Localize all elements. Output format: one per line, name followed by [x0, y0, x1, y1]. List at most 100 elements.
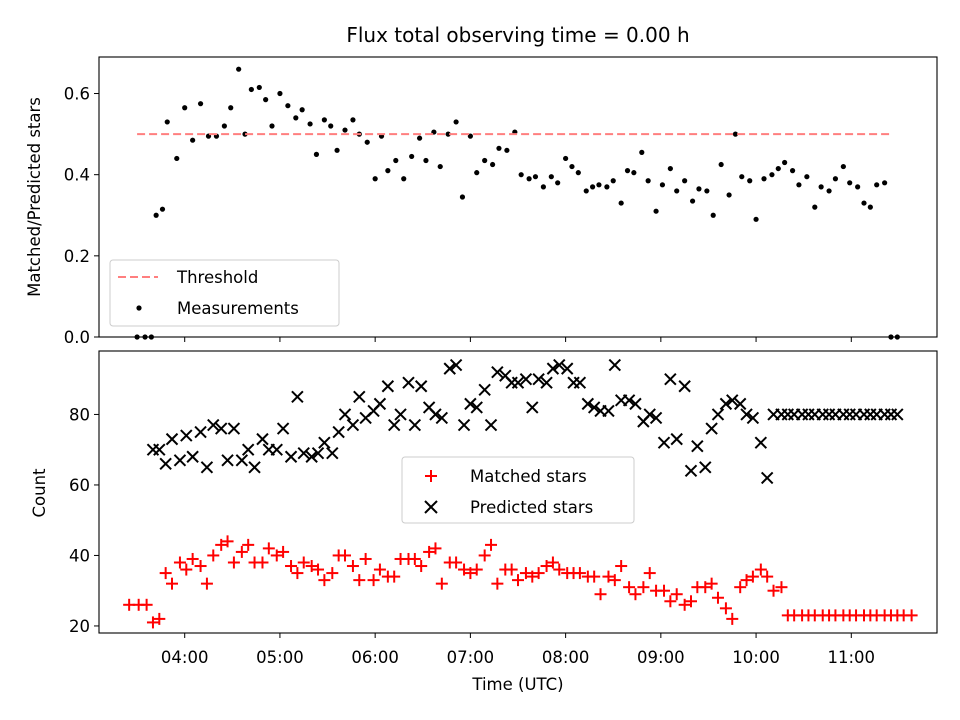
matched-point — [408, 552, 421, 565]
measurement-point — [812, 204, 818, 210]
predicted-point — [691, 439, 704, 453]
predicted-point — [649, 411, 663, 425]
matched-point — [464, 567, 477, 580]
matched-point — [458, 563, 471, 576]
predicted-point — [891, 408, 904, 421]
matched-point — [705, 577, 718, 590]
measurement-point — [804, 174, 810, 180]
ratio-y-ticks: 0.0 0.2 0.4 0.6 — [64, 85, 99, 347]
matched-point — [505, 563, 518, 576]
measurement-point — [285, 103, 291, 109]
matched-point — [608, 574, 621, 587]
ratio-y-tick-label: 0.4 — [64, 166, 90, 185]
predicted-point — [699, 461, 712, 474]
matched-point — [159, 567, 172, 580]
x-tick-label: 05:00 — [256, 648, 304, 667]
matched-point — [153, 612, 166, 625]
count-y-tick-label: 60 — [69, 476, 90, 495]
predicted-point — [754, 436, 768, 449]
matched-point — [166, 577, 179, 590]
measurement-point — [174, 155, 180, 162]
measurement-point — [769, 172, 775, 178]
predicted-point — [746, 411, 760, 425]
count-points — [123, 358, 918, 629]
measurement-point — [739, 174, 745, 180]
predicted-point — [291, 390, 304, 404]
measurement-point — [563, 155, 569, 162]
predicted-point — [200, 461, 214, 474]
measurements-legend-swatch — [136, 305, 142, 311]
measurement-point — [631, 170, 637, 176]
predicted-point — [602, 404, 615, 418]
measurement-point — [307, 121, 313, 127]
predicted-point — [159, 457, 172, 471]
threshold-legend-label: Threshold — [176, 268, 258, 287]
predicted-point — [478, 383, 491, 396]
predicted-point — [684, 464, 698, 478]
x-tick-label: 08:00 — [542, 648, 590, 667]
matched-point — [767, 584, 780, 597]
measurement-point — [874, 182, 880, 188]
predicted-legend-swatch — [424, 500, 438, 514]
predicted-point — [484, 418, 498, 432]
predicted-point — [526, 401, 539, 414]
predicted-point — [622, 394, 636, 407]
measurement-point — [618, 200, 624, 206]
matched-point — [637, 581, 650, 594]
matched-point — [256, 556, 269, 569]
count-y-tick-label: 40 — [69, 546, 90, 565]
count-legend-frame — [401, 456, 635, 524]
matched-point — [491, 577, 504, 590]
matched-point — [658, 584, 671, 597]
x-axis-label: Time (UTC) — [471, 675, 563, 694]
matched-point — [450, 556, 463, 569]
predicted-point — [670, 432, 683, 446]
x-tick-label: 10:00 — [732, 648, 780, 667]
matched-point — [678, 598, 691, 611]
predicted-point — [248, 461, 261, 474]
predicted-point — [581, 397, 595, 411]
measurement-point — [437, 163, 443, 170]
measurement-point — [882, 180, 888, 186]
measurement-point — [555, 180, 561, 186]
measurement-point — [659, 182, 666, 188]
matched-point — [339, 549, 352, 562]
measurement-point — [293, 115, 299, 121]
measurement-point — [653, 208, 659, 214]
measurement-point — [228, 105, 234, 111]
matched-point — [318, 574, 331, 587]
ratio-y-tick-label: 0.0 — [64, 328, 90, 347]
predicted-point — [657, 436, 671, 449]
predicted-point — [346, 418, 360, 432]
predicted-point — [733, 397, 747, 411]
x-tick-label: 09:00 — [637, 648, 685, 667]
matched-point — [291, 567, 304, 580]
predicted-point — [643, 408, 656, 421]
matched-point — [664, 595, 677, 608]
predicted-point — [443, 362, 456, 375]
matched-point — [373, 563, 386, 576]
measurement-point — [385, 168, 391, 174]
predicted-point — [587, 401, 601, 414]
predicted-point — [546, 362, 560, 375]
matched-point — [746, 570, 759, 583]
predicted-point — [153, 443, 166, 456]
matched-point — [285, 560, 298, 573]
measurement-point — [372, 176, 378, 182]
measurement-point — [548, 174, 554, 180]
measurement-point — [674, 188, 680, 194]
matched-point — [215, 538, 228, 551]
measurement-point — [321, 117, 327, 123]
matched-point — [207, 549, 220, 562]
predicted-point — [270, 443, 283, 456]
predicted-point — [221, 454, 234, 467]
measurement-point — [604, 184, 610, 190]
predicted-point — [408, 418, 422, 432]
predicted-point — [207, 418, 220, 432]
measurement-point — [596, 182, 602, 188]
predicted-point — [726, 394, 739, 407]
matched-point — [140, 598, 153, 611]
matched-point — [761, 570, 774, 583]
matched-point — [726, 612, 739, 625]
